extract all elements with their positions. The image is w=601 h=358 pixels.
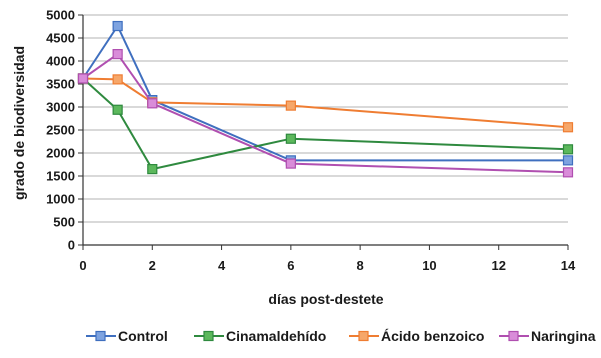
series-cinamaldehido [77, 73, 574, 175]
data-point-marker [562, 167, 574, 178]
legend-marker [358, 330, 369, 342]
y-tick-label: 1000 [46, 192, 75, 207]
legend-item: Control [86, 328, 168, 344]
legend-label: Ácido benzoico [381, 328, 484, 344]
legend: Control Cinamaldehído Ácido benzoico Naring… [86, 328, 596, 344]
legend-label: Naringina [531, 328, 596, 344]
y-tick-label: 4000 [46, 54, 75, 69]
series-line [82, 77, 569, 171]
data-point-marker [285, 133, 296, 144]
y-tick-label: 0 [68, 238, 75, 253]
x-tick-label: 10 [422, 258, 436, 273]
data-point-marker [112, 104, 123, 115]
x-tick-label: 4 [218, 258, 226, 273]
y-axis-title: grado de biodiversidad [11, 46, 27, 200]
legend-label: Cinamaldehído [226, 328, 326, 344]
data-point-marker [77, 73, 89, 84]
legend-marker [203, 330, 214, 342]
data-point-marker [285, 100, 296, 111]
y-tick-label: 3000 [46, 100, 75, 115]
series-layer [77, 20, 574, 178]
x-tick-label: 6 [287, 258, 294, 273]
grid-layer [83, 14, 568, 223]
data-point-marker [112, 74, 123, 85]
axes-layer [78, 14, 569, 250]
y-tick-label: 1500 [46, 169, 75, 184]
data-point-marker [562, 155, 574, 166]
data-point-marker [147, 164, 158, 175]
legend-marker [508, 330, 519, 342]
data-point-marker [562, 144, 574, 155]
labels-layer: 0 500 1000 1500 2000 2500 3000 3500 4000 4500 5000… [46, 8, 576, 274]
series-control [77, 20, 574, 166]
legend-item: Naringina [499, 328, 596, 344]
data-point-marker [285, 158, 296, 169]
data-point-marker [562, 122, 574, 133]
x-axis-title: días post-destete [268, 291, 383, 307]
x-tick-label: 12 [491, 258, 505, 273]
x-tick-label: 14 [561, 258, 576, 273]
x-tick-label: 0 [79, 258, 86, 273]
series-naringina [77, 48, 574, 178]
y-tick-label: 2000 [46, 146, 75, 161]
y-tick-label: 2500 [46, 123, 75, 138]
y-tick-label: 500 [53, 215, 75, 230]
x-tick-label: 2 [149, 258, 156, 273]
legend-item: Cinamaldehído [194, 328, 326, 344]
y-tick-label: 4500 [46, 31, 75, 46]
data-point-marker [112, 48, 123, 60]
y-tick-label: 5000 [46, 8, 75, 23]
legend-label: Control [118, 328, 168, 344]
data-point-marker [147, 98, 158, 109]
data-point-marker [112, 20, 123, 32]
legend-marker [95, 330, 106, 342]
legend-item: Ácido benzoico [349, 328, 484, 344]
x-tick-label: 8 [357, 258, 364, 273]
y-tick-label: 3500 [46, 77, 75, 92]
series-line [82, 52, 569, 174]
